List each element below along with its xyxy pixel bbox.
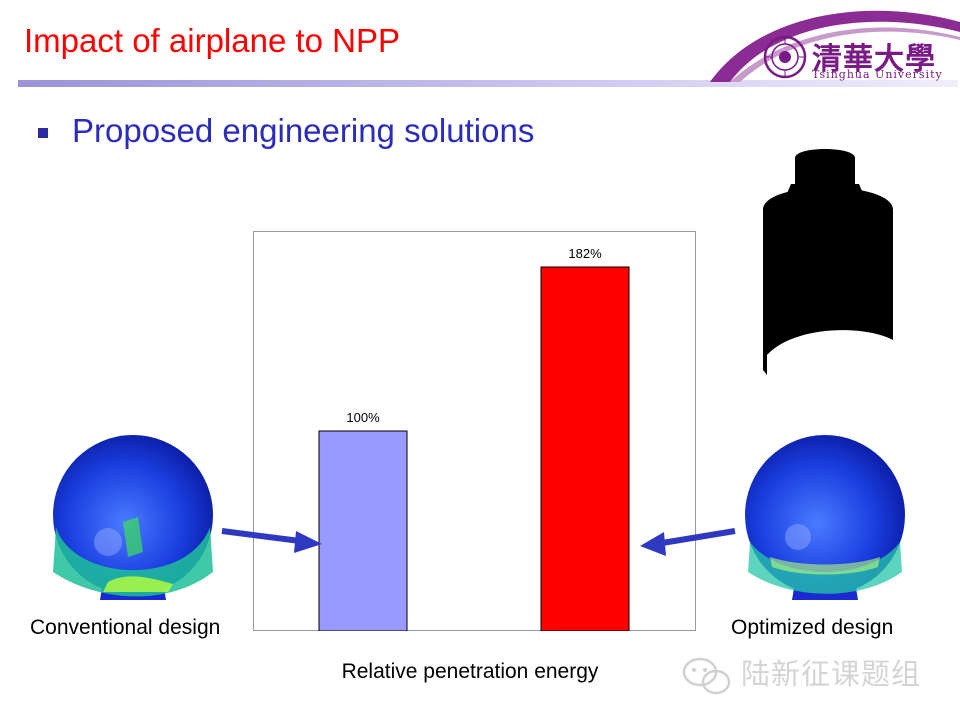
caption-conventional-design: Conventional design xyxy=(30,616,221,639)
caption-optimized-design: Optimized design xyxy=(731,616,894,639)
tsinghua-seal-icon xyxy=(763,35,807,79)
bullet-square-icon xyxy=(38,128,48,138)
penetration-energy-bar-chart: 100% 182% xyxy=(253,231,696,631)
data-label-optimized-design: 182% xyxy=(568,246,602,261)
slide-title: Impact of airplane to NPP xyxy=(24,22,401,59)
wechat-watermark-icon xyxy=(682,657,731,695)
title-underline xyxy=(18,80,958,87)
containment-cylinder-image xyxy=(763,149,893,375)
logo-arc-decoration xyxy=(710,10,960,82)
logo-english-name: Tsinghua University xyxy=(812,68,943,81)
bar-optimized-design xyxy=(540,266,630,631)
watermark-text: 陆新征课题组 xyxy=(741,657,922,691)
bullet-text: Proposed engineering solutions xyxy=(72,112,535,149)
data-label-conventional-design: 100% xyxy=(346,410,380,425)
chart-x-axis-label: Relative penetration energy xyxy=(341,660,599,683)
bar-conventional-design xyxy=(318,430,408,631)
conventional-design-sphere-image xyxy=(53,435,213,600)
logo-chinese-name: 清華大學 xyxy=(812,42,936,77)
optimized-design-sphere-image xyxy=(745,435,905,600)
